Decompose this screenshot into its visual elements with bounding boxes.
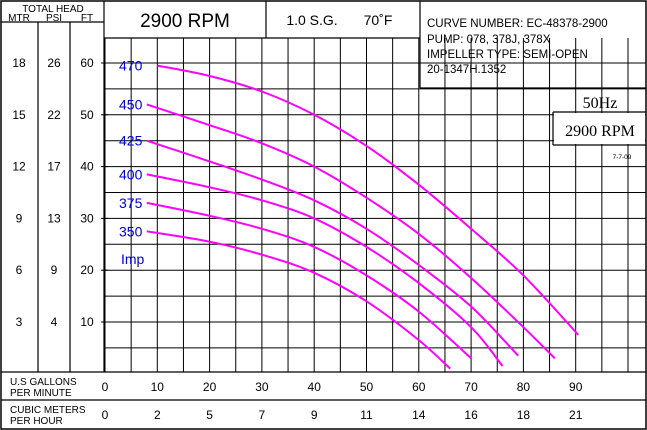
y-psi-tick-label: 13 [47, 211, 61, 225]
y-mtr-tick-label: 3 [16, 315, 23, 329]
x-tick-label: 10 [151, 380, 165, 394]
ft-col-label: FT [81, 13, 93, 24]
impeller-label: Imp [121, 251, 145, 267]
x2-tick-label: 9 [311, 408, 318, 422]
impeller-type: IMPELLER TYPE: SEMI-OPEN [427, 49, 588, 61]
curve-number: CURVE NUMBER: EC-48378-2900 [427, 18, 608, 30]
part-number: 20-1347H.1352 [427, 64, 506, 76]
x-tick-label: 20 [203, 380, 217, 394]
y-ft-tick-label: 60 [80, 56, 94, 70]
hz-label: 50Hz [583, 95, 618, 112]
curve-400 [146, 173, 504, 367]
sg-label: 1.0 S.G. [286, 12, 337, 28]
pump-models: PUMP: 078, 378J, 378X [427, 34, 551, 46]
hz-box [554, 113, 645, 144]
curve-group: 470 450 425 400 375 350 [119, 58, 580, 370]
x2-tick-label: 21 [569, 408, 583, 422]
x-tick-label: 40 [308, 380, 322, 394]
x-tick-label: 30 [255, 380, 269, 394]
tick-group: 0 10 20 30 40 50 60 70 80 90 0 2 5 7 9 11 14 16 18 21 60 26 18… [12, 56, 582, 422]
x2-tick-label: 5 [206, 408, 213, 422]
curve-350 [146, 230, 451, 370]
y-ft-tick-label: 30 [80, 211, 94, 225]
impeller-label-425: 425 [119, 133, 143, 149]
x-tick-label: 50 [360, 380, 374, 394]
total-head-label: TOTAL HEAD [22, 4, 84, 15]
y-psi-tick-label: 9 [51, 263, 58, 277]
curve-375 [146, 201, 472, 360]
y-mtr-tick-label: 6 [16, 263, 23, 277]
temp-label: 70˚F [364, 12, 393, 28]
y-mtr-tick-label: 12 [12, 160, 26, 174]
impeller-label-375: 375 [119, 195, 143, 211]
y-psi-tick-label: 4 [51, 315, 58, 329]
y-mtr-tick-label: 15 [12, 108, 26, 122]
x-tick-label: 0 [102, 380, 109, 394]
y-psi-tick-label: 26 [47, 56, 61, 70]
hz-rpm-label: 2900 RPM [565, 123, 635, 140]
x-tick-label: 80 [517, 380, 531, 394]
x2-tick-label: 18 [517, 408, 531, 422]
x2-tick-label: 2 [154, 408, 161, 422]
x2-tick-label: 11 [360, 408, 373, 422]
x2-tick-label: 7 [259, 408, 266, 422]
y-mtr-tick-label: 9 [16, 211, 23, 225]
curve-425 [146, 139, 519, 357]
y-ft-tick-label: 50 [80, 108, 94, 122]
y-mtr-tick-label: 18 [12, 56, 26, 70]
impeller-label-350: 350 [119, 223, 143, 239]
grid [104, 38, 646, 372]
psi-col-label: PSI [46, 13, 62, 24]
x2-tick-label: 16 [464, 408, 478, 422]
y-psi-tick-label: 17 [47, 160, 61, 174]
x2-tick-label: 14 [412, 408, 426, 422]
x-tick-label: 90 [569, 380, 583, 394]
x-tick-label: 60 [412, 380, 426, 394]
impeller-label-470: 470 [119, 58, 143, 74]
impeller-label-450: 450 [119, 96, 143, 112]
y-psi-tick-label: 22 [47, 108, 61, 122]
mtr-col-label: MTR [8, 13, 30, 24]
x1-label-line1: U.S GALLONS [10, 377, 77, 388]
y-ft-tick-label: 10 [80, 315, 94, 329]
curve-450 [146, 103, 556, 360]
x2-tick-label: 0 [102, 408, 109, 422]
impeller-label-400: 400 [119, 166, 143, 182]
rpm-title: 2900 RPM [140, 11, 230, 32]
x-tick-label: 70 [464, 380, 478, 394]
y-ft-tick-label: 40 [80, 160, 94, 174]
date-label: 7-7-09 [613, 154, 632, 161]
x2-label-line2: PER HOUR [10, 416, 63, 427]
x1-label-line2: PER MINUTE [10, 388, 72, 399]
y-ft-tick-label: 20 [80, 263, 94, 277]
x2-label-line1: CUBIC METERS [10, 405, 86, 416]
curve-470 [157, 64, 580, 336]
